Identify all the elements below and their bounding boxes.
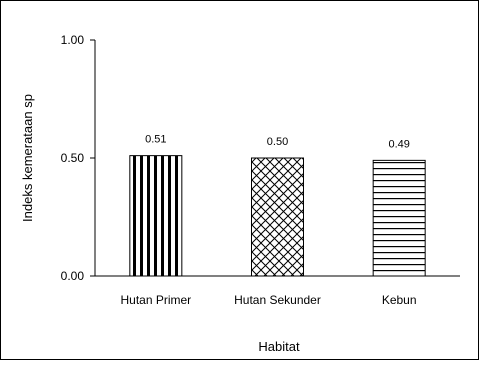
data-label: 0.50 bbox=[267, 136, 288, 148]
y-tick-label: 0.00 bbox=[61, 269, 85, 283]
data-label: 0.51 bbox=[145, 134, 166, 146]
data-label: 0.49 bbox=[388, 138, 409, 150]
bar-hutan-sekunder bbox=[251, 157, 304, 277]
y-tick-label: 0.50 bbox=[61, 151, 85, 165]
x-tick-label: Hutan Sekunder bbox=[234, 293, 321, 307]
bar-kebun bbox=[372, 159, 426, 277]
x-axis-title: Habitat bbox=[258, 339, 300, 354]
x-tick-label: Hutan Primer bbox=[120, 293, 191, 307]
y-axis-title: Indeks kemerataan sp bbox=[20, 94, 35, 222]
y-tick-label: 1.00 bbox=[61, 33, 85, 47]
bar-hutan-primer bbox=[129, 155, 183, 277]
x-tick-label: Kebun bbox=[382, 293, 417, 307]
